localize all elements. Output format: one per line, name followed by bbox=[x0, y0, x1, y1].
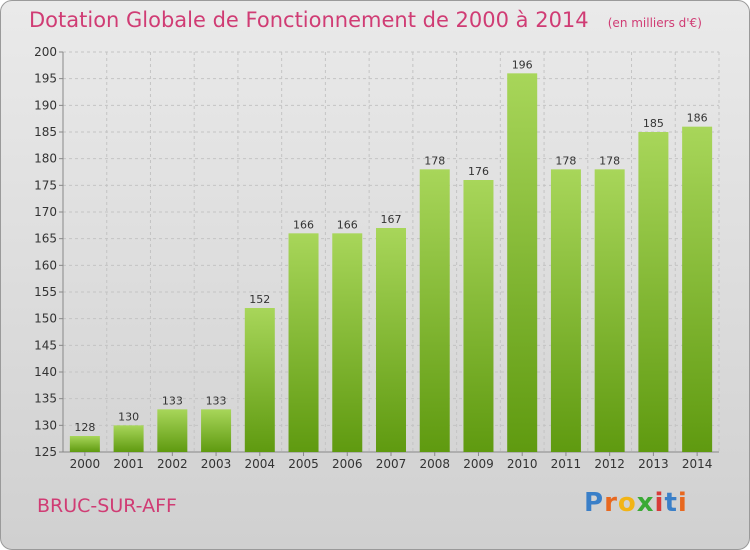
bar bbox=[244, 308, 275, 452]
proxiti-logo: Proxiti bbox=[584, 488, 688, 518]
y-tick-label: 180 bbox=[34, 152, 57, 166]
bar bbox=[332, 233, 363, 452]
value-label: 176 bbox=[468, 165, 489, 178]
x-tick-label: 2003 bbox=[201, 457, 232, 471]
logo-letter: o bbox=[617, 488, 637, 518]
x-tick-label: 2001 bbox=[113, 457, 144, 471]
logo-letter: t bbox=[664, 488, 678, 518]
label-layer: 128 2000 130 2001 133 2002 133 2003 152 2004 166 20… bbox=[70, 58, 713, 471]
y-tick-label: 165 bbox=[34, 232, 57, 246]
value-label: 167 bbox=[381, 213, 402, 226]
y-tick-label: 190 bbox=[34, 98, 57, 112]
x-tick-label: 2012 bbox=[594, 457, 625, 471]
value-label: 166 bbox=[337, 218, 358, 231]
y-tick-label: 170 bbox=[34, 205, 57, 219]
value-label: 178 bbox=[599, 154, 620, 167]
value-label: 186 bbox=[687, 112, 708, 125]
y-tick-label: 145 bbox=[34, 338, 57, 352]
value-label: 196 bbox=[512, 58, 533, 71]
bar bbox=[463, 180, 494, 452]
bar bbox=[507, 73, 538, 452]
chart-title: Dotation Globale de Fonctionnement de 20… bbox=[29, 8, 589, 32]
value-label: 152 bbox=[249, 293, 270, 306]
y-tick-label: 135 bbox=[34, 392, 57, 406]
logo-letter: P bbox=[584, 488, 605, 518]
value-label: 133 bbox=[206, 394, 227, 407]
bar bbox=[288, 233, 319, 452]
logo-letter: x bbox=[636, 488, 655, 518]
x-tick-label: 2004 bbox=[245, 457, 276, 471]
x-tick-label: 2014 bbox=[682, 457, 713, 471]
y-tick-label: 175 bbox=[34, 178, 57, 192]
bar bbox=[69, 436, 100, 452]
x-tick-label: 2009 bbox=[463, 457, 494, 471]
bar bbox=[113, 425, 144, 452]
y-tick-label: 195 bbox=[34, 72, 57, 86]
x-tick-label: 2008 bbox=[419, 457, 450, 471]
bar bbox=[419, 169, 450, 453]
logo-letter: i bbox=[677, 488, 688, 518]
x-tick-label: 2010 bbox=[507, 457, 538, 471]
chart-title-block: Dotation Globale de Fonctionnement de 20… bbox=[29, 8, 702, 32]
value-label: 166 bbox=[293, 218, 314, 231]
bar bbox=[157, 409, 188, 452]
y-tick-label: 125 bbox=[34, 445, 57, 459]
x-tick-label: 2000 bbox=[70, 457, 101, 471]
commune-name: BRUC-SUR-AFF bbox=[37, 495, 177, 517]
bar bbox=[376, 228, 406, 452]
bar bbox=[638, 132, 669, 452]
x-tick-label: 2011 bbox=[551, 457, 582, 471]
value-label: 130 bbox=[118, 410, 139, 423]
bar bbox=[550, 169, 581, 453]
bar-layer bbox=[69, 73, 713, 453]
y-tick-label: 155 bbox=[34, 285, 57, 299]
y-tick-label: 150 bbox=[34, 312, 57, 326]
logo-letter: r bbox=[604, 488, 618, 518]
logo-letter: i bbox=[654, 488, 665, 518]
y-tick-label: 200 bbox=[34, 45, 57, 59]
x-tick-label: 2006 bbox=[332, 457, 363, 471]
x-tick-label: 2005 bbox=[288, 457, 319, 471]
bar bbox=[594, 169, 625, 453]
value-label: 185 bbox=[643, 117, 664, 130]
y-tick-label: 160 bbox=[34, 258, 57, 272]
value-label: 133 bbox=[162, 394, 183, 407]
y-tick-label: 140 bbox=[34, 365, 57, 379]
x-tick-label: 2007 bbox=[376, 457, 407, 471]
x-tick-label: 2013 bbox=[638, 457, 669, 471]
y-tick-label: 185 bbox=[34, 125, 57, 139]
chart-unit: (en milliers d'€) bbox=[607, 16, 702, 30]
bar bbox=[682, 126, 713, 453]
x-tick-label: 2002 bbox=[157, 457, 188, 471]
value-label: 128 bbox=[74, 421, 95, 434]
y-tick-label: 130 bbox=[34, 418, 57, 432]
bar bbox=[201, 409, 232, 452]
value-label: 178 bbox=[424, 154, 445, 167]
value-label: 178 bbox=[555, 154, 576, 167]
